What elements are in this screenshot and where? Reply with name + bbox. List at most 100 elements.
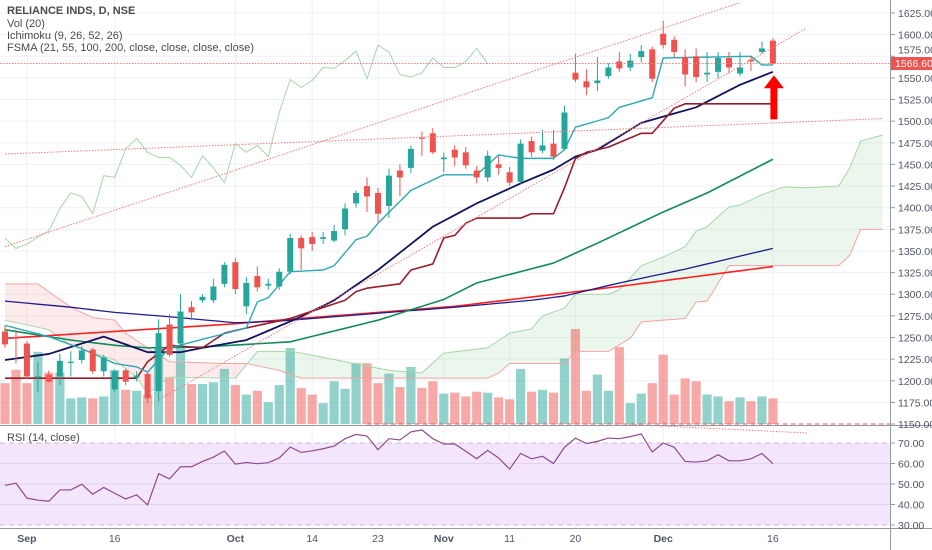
candle-body [550, 143, 557, 157]
cloud-segment [465, 349, 477, 379]
rsi-pane [0, 429, 890, 526]
time-axis[interactable]: Sep 16 Oct 14 23 Nov 11 20 Dec 16 [17, 533, 779, 545]
volume-bar [526, 391, 537, 424]
candle-body [396, 170, 403, 178]
ichimoku-cloud [5, 135, 883, 394]
legend-rsi[interactable]: RSI (14, close) [7, 432, 80, 444]
candle-body [210, 286, 217, 301]
cloud-segment [816, 186, 828, 266]
candle-body [56, 360, 63, 377]
volume-bar [373, 383, 383, 424]
price-tick-label: 1350.00 [898, 246, 932, 258]
date-tick-label: Oct [227, 533, 245, 545]
cloud-segment [838, 167, 850, 266]
legend-ichimoku[interactable]: Ichimoku (9, 26, 52, 26) [7, 30, 123, 42]
cloud-segment [696, 226, 708, 303]
price-axis[interactable]: 1625.00 1600.00 1575.00 1550.00 1525.00 1500.… [890, 8, 932, 431]
cloud-segment [498, 333, 510, 373]
legend-fsma[interactable]: FSMA (21, 55, 100, 200, close, close, cl… [7, 42, 254, 54]
cloud-segment [48, 291, 60, 338]
volume-bar [252, 390, 262, 424]
volume-bar [450, 392, 460, 424]
current-price-label: 1566.60 [895, 58, 932, 70]
cloud-segment [663, 251, 675, 321]
candle-body [67, 361, 74, 363]
ichimoku-kijun-line [5, 103, 773, 379]
volume-bar [285, 348, 295, 424]
candle-body [473, 170, 480, 178]
candle-body [265, 283, 272, 286]
price-tick-label: 1150.00 [898, 419, 932, 431]
cloud-segment [783, 186, 795, 266]
grid [0, 0, 890, 528]
cloud-segment [674, 246, 686, 320]
cloud-segment [92, 317, 104, 357]
ichimoku-span-b-line [5, 228, 883, 379]
volume-bar [66, 398, 76, 424]
candle-body [429, 133, 436, 153]
volume-bar [88, 398, 98, 424]
candle-body [276, 271, 283, 287]
candle-body [539, 145, 546, 151]
candle-body [342, 208, 349, 230]
cloud-segment [750, 194, 762, 266]
cloud-segment [37, 283, 49, 330]
candle-body [298, 237, 305, 249]
candle-body [462, 152, 469, 166]
cloud-segment [520, 328, 532, 364]
legend-volume[interactable]: Vol (20) [7, 18, 45, 30]
volume-bar [55, 372, 65, 424]
candle-body [12, 337, 19, 339]
volume-bar [11, 369, 21, 424]
volume-bar [44, 372, 54, 424]
legend: RELIANCE INDS, D, NSE Vol (20) Ichimoku … [7, 5, 254, 444]
cloud-segment [202, 362, 214, 378]
cloud-segment [597, 294, 609, 352]
price-tick-label: 1275.00 [898, 311, 932, 323]
candle-body [660, 33, 667, 46]
price-tick-label: 1225.00 [898, 354, 932, 366]
cloud-segment [641, 261, 653, 322]
symbol-title[interactable]: RELIANCE INDS, D, NSE [7, 5, 135, 17]
candle-body [320, 237, 327, 239]
candle-body [364, 186, 371, 197]
volume-bar [362, 363, 372, 424]
candle-body [704, 72, 711, 75]
up-arrow-icon [763, 75, 784, 120]
cloud-segment [553, 308, 565, 364]
volume-bar [0, 383, 10, 424]
candle-body [769, 40, 776, 64]
price-tick-label: 1525.00 [898, 95, 932, 107]
trend-line [4, 2, 741, 248]
candle-body [418, 137, 425, 139]
candle-body [747, 59, 754, 62]
candle-body [561, 112, 568, 149]
cloud-segment [323, 357, 335, 379]
candle-body [2, 331, 8, 345]
cloud-segment [849, 141, 861, 256]
volume-bar [329, 381, 339, 424]
cloud-segment [301, 353, 313, 379]
trend-line [4, 118, 883, 155]
price-tick-label: 1250.00 [898, 332, 932, 344]
date-tick-label: 14 [306, 533, 318, 545]
cloud-segment [432, 353, 444, 379]
cloud-segment [652, 257, 664, 322]
volume-bar [164, 377, 175, 424]
cloud-segment [794, 187, 806, 266]
candle-body [517, 143, 524, 182]
rsi-axis[interactable]: 70.00 60.00 50.00 40.00 30.00 [890, 438, 924, 532]
rsi-line [4, 429, 774, 506]
drawings[interactable] [0, 2, 890, 434]
volume-bar [263, 402, 273, 424]
cloud-segment [443, 351, 455, 379]
volume-bar [559, 358, 570, 424]
date-tick-label: 20 [570, 533, 582, 545]
candle-body [495, 164, 502, 168]
sma21-line [4, 71, 774, 361]
candle-body [726, 57, 733, 68]
volume-bar [274, 385, 284, 424]
cloud-segment [729, 205, 740, 266]
volume-bar [614, 347, 624, 424]
